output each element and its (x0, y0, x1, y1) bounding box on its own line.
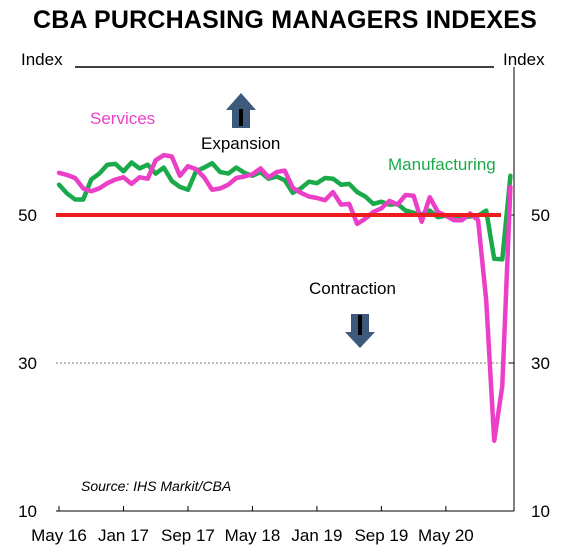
source-note: Source: IHS Markit/CBA (81, 478, 231, 494)
y-tick-label-left: 50 (18, 206, 37, 225)
x-tick-label: Jan 19 (291, 526, 342, 545)
expansion-label: Expansion (201, 134, 280, 153)
x-tick-label: May 20 (418, 526, 474, 545)
expansion-arrow-icon (226, 93, 256, 128)
y-tick-label-left: 10 (18, 502, 37, 521)
services-series-line (56, 152, 513, 443)
x-tick-label: May 18 (225, 526, 281, 545)
contraction-arrow-icon (345, 314, 375, 348)
x-tick-label: Jan 17 (98, 526, 149, 545)
y-tick-labels: 10 10 30 30 50 50 (18, 206, 550, 521)
y-tick-label-right: 50 (531, 206, 550, 225)
y-tick-label-left: 30 (18, 354, 37, 373)
chart-title: CBA PURCHASING MANAGERS INDEXES (33, 6, 537, 34)
x-tick-label: Sep 19 (354, 526, 408, 545)
contraction-label: Contraction (309, 279, 396, 298)
y-tick-label-right: 10 (531, 502, 550, 521)
y-tick-label-right: 30 (531, 354, 550, 373)
services-series-label: Services (90, 109, 155, 128)
y-axis-label-left: Index (21, 50, 63, 69)
manufacturing-series-label: Manufacturing (388, 155, 496, 174)
data-series (56, 152, 513, 443)
y-axis-label-right: Index (503, 50, 545, 69)
x-tick-label: Sep 17 (161, 526, 215, 545)
x-tick-label: May 16 (31, 526, 87, 545)
x-tick-labels: May 16 Jan 17 Sep 17 May 18 Jan 19 Sep 19 May … (31, 506, 474, 545)
